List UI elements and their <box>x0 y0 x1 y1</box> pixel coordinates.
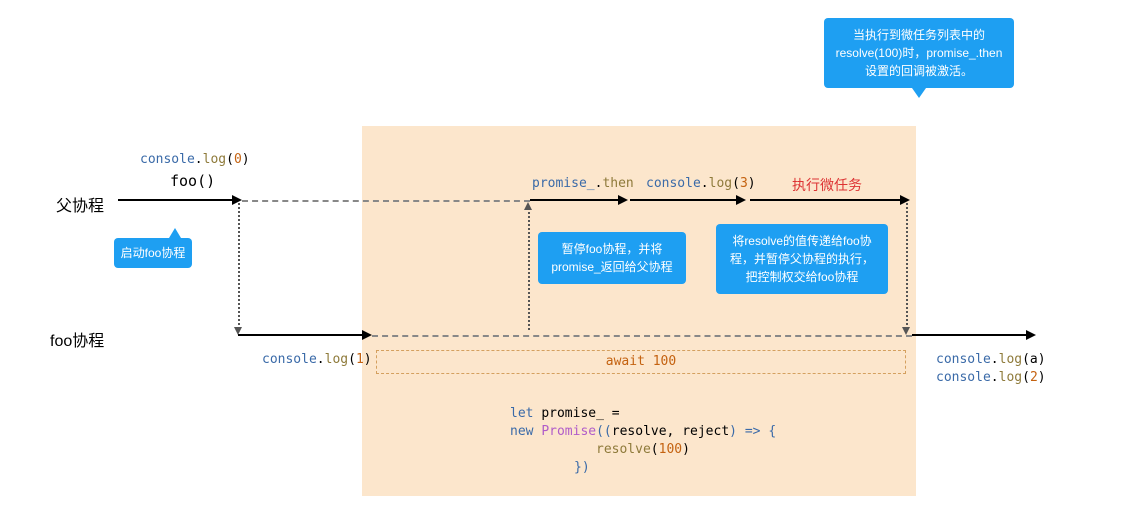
callout-pause-foo-text: 暂停foo协程，并将promise_返回给父协程 <box>551 242 672 274</box>
callout-start-foo: 启动foo协程 <box>114 238 192 268</box>
code-close: }) <box>574 460 590 475</box>
code-let-promise: let promise_ = <box>510 406 620 421</box>
dotted-resume-down <box>906 203 908 329</box>
callout-resume-foo: 将resolve的值传递给foo协程，并暂停父协程的执行，把控制权交给foo协程 <box>716 224 888 294</box>
callout-top-text: 当执行到微任务列表中的resolve(100)时，promise_.then设置… <box>836 28 1003 78</box>
arrow-parent-4 <box>750 199 902 201</box>
code-log0: console.log(0) <box>140 152 250 167</box>
dotted-return-up <box>528 208 530 330</box>
code-log1: console.log(1) <box>262 352 372 367</box>
callout-resume-foo-text: 将resolve的值传递给foo协程，并暂停父协程的执行，把控制权交给foo协程 <box>730 234 874 284</box>
await-box-text: await 100 <box>606 354 676 369</box>
arrow-foo-2-head <box>1026 330 1036 340</box>
code-promise-then: promise_.then <box>532 176 634 191</box>
await-box: await 100 <box>376 350 906 374</box>
arrow-parent-1 <box>118 199 234 201</box>
code-new-promise: new Promise((resolve, reject) => { <box>510 424 776 439</box>
arrow-parent-2 <box>530 199 620 201</box>
arrow-parent-3 <box>630 199 738 201</box>
code-log3: console.log(3) <box>646 176 756 191</box>
code-loga: console.log(a) <box>936 352 1046 367</box>
row-label-parent: 父协程 <box>56 192 104 216</box>
row-label-foo: foo协程 <box>50 327 104 351</box>
callout-top: 当执行到微任务列表中的resolve(100)时，promise_.then设置… <box>824 18 1014 88</box>
dotted-call-down <box>238 203 240 329</box>
arrow-parent-2-head <box>618 195 628 205</box>
code-resolve100: resolve(100) <box>596 442 690 457</box>
arrow-foo-1-head <box>362 330 372 340</box>
arrow-parent-3-head <box>736 195 746 205</box>
code-log2: console.log(2) <box>936 370 1046 385</box>
dashed-foo-gap <box>372 335 912 337</box>
dotted-return-up-head <box>524 202 532 210</box>
dotted-resume-down-head <box>902 327 910 335</box>
callout-start-foo-text: 启动foo协程 <box>121 246 186 260</box>
callout-pause-foo: 暂停foo协程，并将promise_返回给父协程 <box>538 232 686 284</box>
arrow-foo-1 <box>238 334 364 336</box>
label-microtask: 执行微任务 <box>792 175 862 195</box>
callout-top-tail <box>912 88 926 98</box>
callout-start-foo-tail <box>169 228 181 238</box>
dashed-parent-gap <box>242 200 530 202</box>
arrow-parent-4-head <box>900 195 910 205</box>
arrow-parent-1-head <box>232 195 242 205</box>
code-foo-call: foo() <box>170 172 215 190</box>
arrow-foo-2 <box>912 334 1028 336</box>
